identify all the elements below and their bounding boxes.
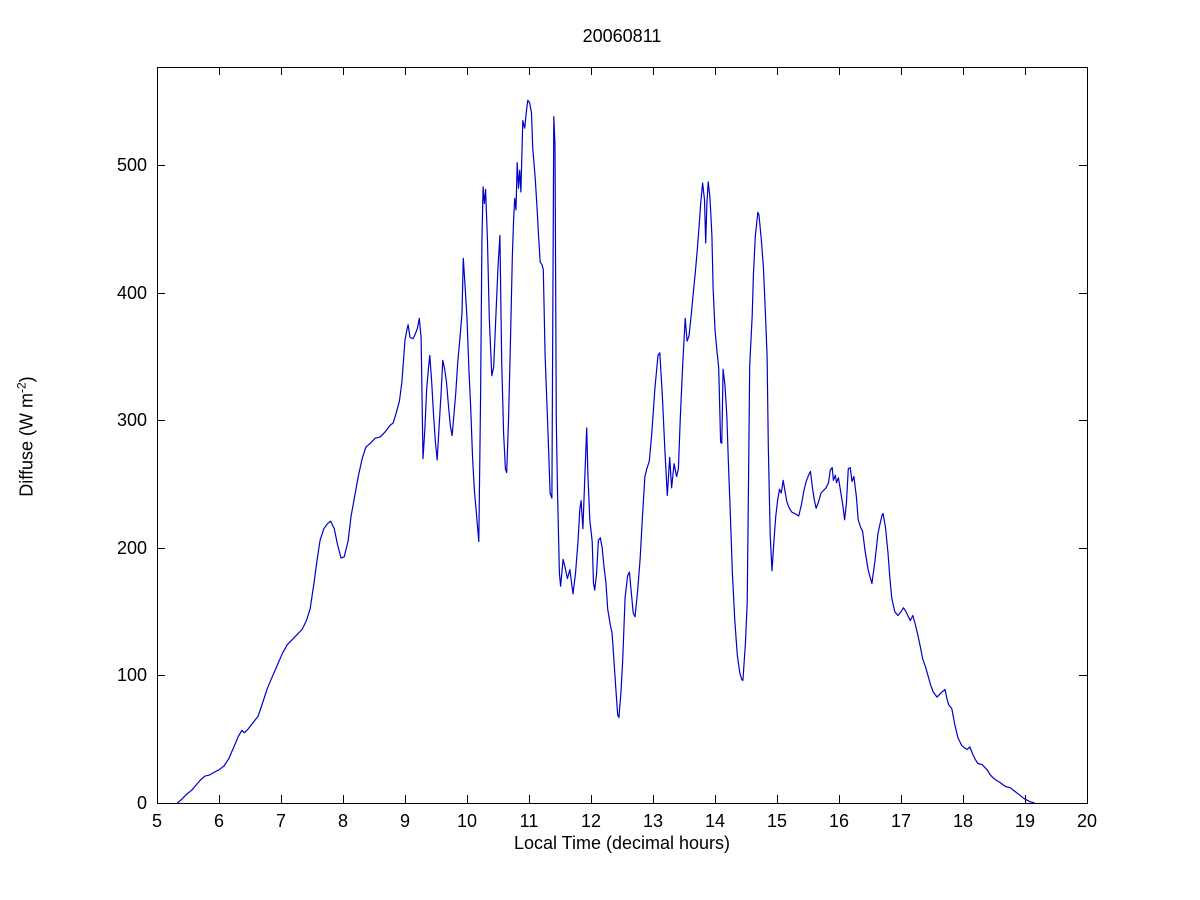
x-tick-label: 16 — [828, 811, 850, 831]
y-axis-label-superscript: -2 — [14, 382, 29, 393]
x-tick-label: 11 — [519, 811, 539, 831]
x-tick-label: 12 — [580, 811, 602, 831]
y-axis-label-suffix: ) — [16, 376, 37, 383]
axis-ticks — [157, 67, 1088, 804]
x-tick-label: 9 — [399, 811, 411, 831]
y-tick-label: 400 — [116, 282, 147, 303]
x-tick-label: 13 — [642, 811, 664, 831]
x-tick-label: 18 — [952, 811, 974, 831]
x-tick-label: 15 — [766, 811, 788, 831]
x-tick-label: 8 — [337, 811, 349, 831]
x-tick-label: 10 — [456, 811, 478, 831]
y-axis-label: Diffuse (W m-2) — [15, 257, 38, 617]
data-line — [176, 99, 1035, 804]
x-axis-label: Local Time (decimal hours) — [513, 833, 731, 853]
y-axis-label-text: Diffuse (W m — [16, 393, 37, 497]
x-tick-label: 5 — [151, 811, 163, 831]
x-tick-label: 14 — [704, 811, 726, 831]
x-tick-label: 7 — [275, 811, 287, 831]
x-tick-label: 19 — [1014, 811, 1036, 831]
x-tick-label: 17 — [890, 811, 912, 831]
chart-title: 20060811 — [582, 26, 662, 46]
axes-frame — [157, 67, 1088, 804]
y-tick-label: 200 — [116, 537, 147, 558]
x-tick-label: 20 — [1076, 811, 1098, 831]
y-tick-label: 0 — [136, 793, 147, 813]
x-tick-label: 6 — [213, 811, 225, 831]
y-tick-label: 100 — [116, 665, 147, 686]
y-tick-label: 500 — [116, 155, 147, 176]
y-tick-label: 300 — [116, 410, 147, 431]
